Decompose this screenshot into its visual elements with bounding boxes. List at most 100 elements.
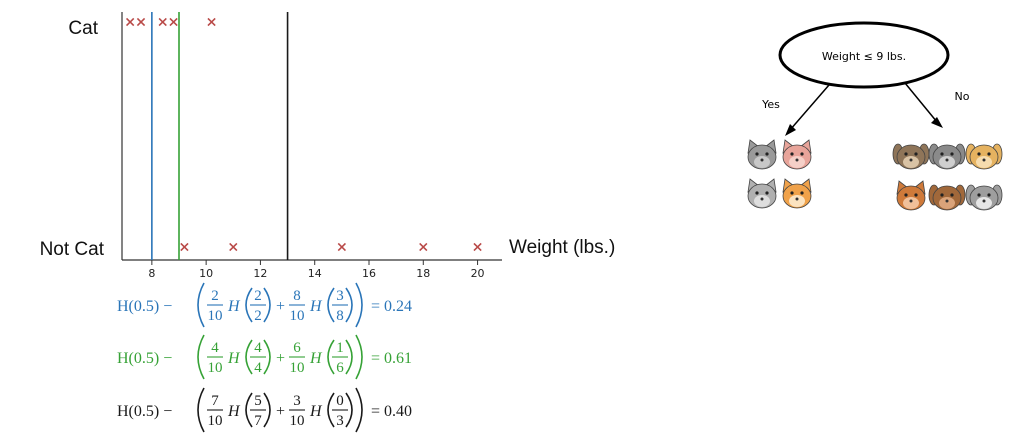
dog-face-icon <box>892 143 930 170</box>
data-point-marker <box>229 242 238 252</box>
fraction-denominator: 4 <box>254 360 262 376</box>
right-paren <box>345 339 353 375</box>
fraction-denominator: 10 <box>208 308 223 324</box>
left-paren <box>245 339 253 375</box>
x-tick-label: 20 <box>471 267 485 280</box>
fraction-numerator: 3 <box>336 288 344 304</box>
equation-prefix: H(0.5) − <box>117 298 172 315</box>
data-point-marker <box>169 17 178 27</box>
entropy-symbol: H <box>309 350 323 367</box>
fraction-numerator: 4 <box>254 340 262 356</box>
cat-face-icon <box>747 139 777 170</box>
right-leaf-animals <box>892 143 1003 211</box>
equation-prefix: H(0.5) − <box>117 403 172 420</box>
y-label-not-cat: Not Cat <box>40 239 105 260</box>
left-paren <box>197 282 205 328</box>
fraction-numerator: 0 <box>336 393 344 409</box>
dog-face-icon <box>965 143 1003 170</box>
x-axis-ticks: 8 10 12 14 16 18 20 <box>148 260 485 280</box>
right-paren <box>263 339 271 375</box>
fraction-denominator: 10 <box>208 413 223 429</box>
fraction-denominator: 10 <box>290 360 305 376</box>
data-markers <box>125 17 482 252</box>
right-branch-arrow <box>904 82 938 123</box>
y-label-cat: Cat <box>68 18 98 39</box>
left-paren <box>327 392 335 428</box>
left-paren <box>197 334 205 380</box>
x-tick-label: 8 <box>148 267 155 280</box>
entropy-symbol: H <box>227 350 241 367</box>
left-arrowhead <box>785 124 796 136</box>
root-node-label: Weight ≤ 9 lbs. <box>822 50 906 63</box>
left-paren <box>245 287 253 323</box>
fraction-denominator: 10 <box>290 308 305 324</box>
equation-prefix: H(0.5) − <box>117 350 172 367</box>
left-paren <box>327 287 335 323</box>
fraction-denominator: 6 <box>336 360 344 376</box>
right-paren <box>355 282 363 328</box>
dog-face-icon <box>928 184 966 211</box>
left-paren <box>245 392 253 428</box>
fraction-denominator: 8 <box>336 308 344 324</box>
data-point-marker <box>473 242 482 252</box>
root-node <box>778 21 950 89</box>
entropy-symbol: H <box>309 403 323 420</box>
fraction-numerator: 3 <box>293 393 301 409</box>
fraction-numerator: 5 <box>254 393 262 409</box>
fraction-denominator: 7 <box>254 413 262 429</box>
fraction-numerator: 4 <box>211 340 219 356</box>
fraction-numerator: 8 <box>293 288 301 304</box>
fraction-numerator: 2 <box>254 288 262 304</box>
fraction-denominator: 3 <box>336 413 344 429</box>
cat-face-icon <box>747 178 777 209</box>
fraction-numerator: 2 <box>211 288 219 304</box>
right-paren <box>263 392 271 428</box>
right-arrowhead <box>931 117 943 128</box>
fraction-numerator: 1 <box>336 340 344 356</box>
data-point-marker <box>419 242 428 252</box>
equation-result: = 0.40 <box>371 403 412 420</box>
dog-face-icon <box>928 143 966 170</box>
no-branch-label: No <box>955 90 970 103</box>
yes-branch-label: Yes <box>761 98 780 111</box>
right-paren <box>345 287 353 323</box>
x-tick-label: 10 <box>199 267 213 280</box>
plus-sign: + <box>276 403 285 420</box>
fraction-numerator: 6 <box>293 340 301 356</box>
fraction-denominator: 10 <box>208 360 223 376</box>
cat-face-icon <box>896 180 926 211</box>
x-tick-label: 12 <box>253 267 267 280</box>
left-paren <box>327 339 335 375</box>
entropy-symbol: H <box>309 298 323 315</box>
right-paren <box>355 334 363 380</box>
split-lines <box>151 12 289 260</box>
weight-scatter-plot: Cat Not Cat 8 10 12 14 16 18 20 Weight (lbs.) <box>40 12 615 280</box>
data-point-marker <box>207 17 216 27</box>
right-paren <box>355 387 363 433</box>
plus-sign: + <box>276 350 285 367</box>
dog-face-icon <box>965 184 1003 211</box>
data-point-marker <box>180 242 189 252</box>
x-tick-label: 14 <box>308 267 322 280</box>
data-point-marker <box>136 17 146 27</box>
fraction-denominator: 2 <box>254 308 262 324</box>
entropy-symbol: H <box>227 403 241 420</box>
data-point-marker <box>337 242 347 252</box>
left-paren <box>197 387 205 433</box>
left-leaf-animals <box>747 139 812 209</box>
x-tick-label: 18 <box>416 267 430 280</box>
right-paren <box>345 392 353 428</box>
x-axis-title: Weight (lbs.) <box>509 237 615 258</box>
fraction-denominator: 10 <box>290 413 305 429</box>
x-tick-label: 16 <box>362 267 376 280</box>
left-branch-arrow <box>789 84 830 131</box>
decision-tree: Weight ≤ 9 lbs. Yes No <box>747 21 1003 211</box>
equation-result: = 0.24 <box>371 298 412 315</box>
fraction-numerator: 7 <box>211 393 219 409</box>
cat-face-icon <box>782 178 812 209</box>
